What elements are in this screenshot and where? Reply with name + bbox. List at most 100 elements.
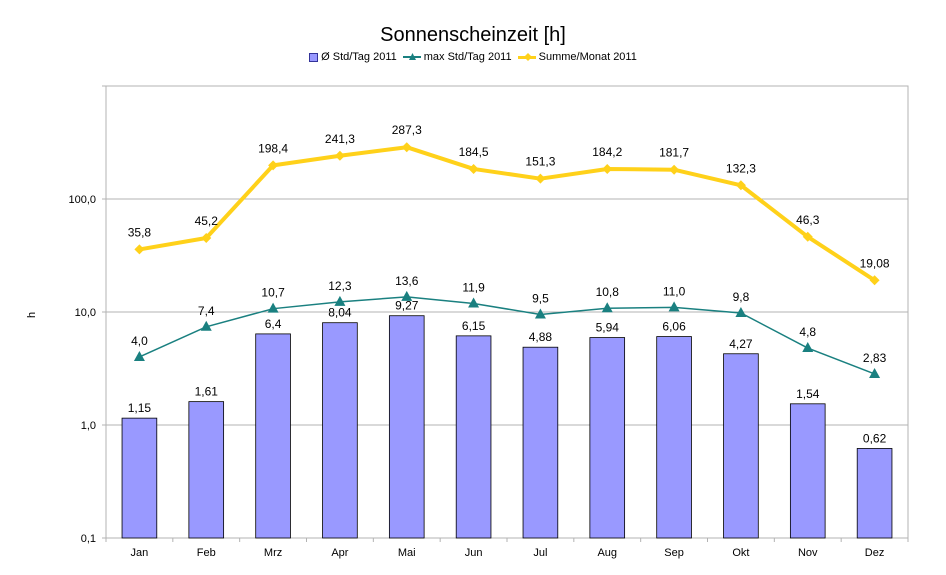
bar-data-label: 8,04 [328,306,352,320]
point-sum-label: 151,3 [525,155,555,169]
legend-label-sum: Summe/Monat 2011 [538,51,637,63]
x-tick-label: Nov [798,547,818,559]
point-max-label: 4,8 [799,325,816,339]
x-tick-label: Dez [865,547,885,559]
bar-data-label: 1,61 [195,385,219,399]
point-max [534,308,546,319]
bar-data-label: 6,06 [662,320,686,334]
x-tick-label: Aug [597,547,617,559]
point-max-label: 9,8 [733,290,750,304]
x-tick-label: Jul [533,547,547,559]
point-max-label: 10,7 [261,286,285,300]
point-sum-label: 184,5 [459,145,489,159]
point-sum-label: 241,3 [325,132,355,146]
bar-data-label: 1,54 [796,387,820,401]
legend-diamond-line-swatch [517,53,536,61]
bar-data-label: 0,62 [863,431,887,445]
point-sum-label: 19,08 [860,256,890,270]
x-tick-label: Jun [465,547,483,559]
legend-item-sum: Summe/Monat 2011 [517,51,637,63]
x-tick-label: Mrz [264,547,282,559]
point-sum [134,244,145,255]
y-tick-label: 100,0 [68,194,96,206]
x-tick-label: Okt [732,547,749,559]
point-max-label: 13,6 [395,274,419,288]
bar [522,346,559,539]
point-max-label: 7,4 [198,304,215,318]
point-sum [535,173,546,184]
bar [455,335,492,539]
legend: Ø Std/Tag 2011 max Std/Tag 2011 Summe/Mo… [0,51,946,63]
point-sum-label: 184,2 [592,145,622,159]
point-sum-label: 132,3 [726,161,756,175]
legend-bar-swatch [309,52,319,62]
legend-label-avg: Ø Std/Tag 2011 [321,51,397,63]
point-max [601,302,613,313]
bar [388,315,425,539]
point-sum [602,164,613,175]
point-sum-label: 181,7 [659,146,689,160]
x-tick-label: Mai [398,547,416,559]
point-max [200,320,212,331]
point-max [802,342,814,353]
point-sum [802,231,813,242]
point-sum [869,275,880,286]
point-sum [201,232,212,243]
point-max-label: 2,83 [863,351,887,365]
point-max [334,295,346,306]
point-max-label: 4,0 [131,334,148,348]
point-sum-label: 198,4 [258,141,288,155]
bar [789,403,826,539]
point-sum [268,160,279,171]
bar-data-label: 4,27 [729,337,753,351]
point-max [468,297,480,308]
series-line-max [139,296,875,375]
bar [856,448,893,539]
bar-data-label: 9,27 [395,299,419,313]
point-sum-label: 46,3 [796,213,820,227]
legend-item-avg: Ø Std/Tag 2011 [309,51,397,63]
bar-data-label: 4,88 [529,330,553,344]
point-max [267,302,279,313]
legend-triangle-line-swatch [402,53,421,61]
point-sum [401,142,412,153]
point-sum [669,164,680,175]
point-max-label: 10,8 [596,285,620,299]
point-max [133,350,145,361]
series-line-sum [139,145,876,282]
y-tick-label: 0,1 [81,533,96,545]
bar-data-label: 5,94 [596,321,620,335]
point-sum-label: 287,3 [392,123,422,137]
point-max [401,290,413,301]
bar-data-label: 6,4 [265,317,282,331]
legend-item-max: max Std/Tag 2011 [402,51,512,63]
point-max-label: 11,9 [462,280,485,294]
bar [121,417,158,539]
bar [589,337,626,539]
bar-data-label: 1,15 [128,401,152,415]
point-max [735,306,747,317]
y-tick-label: 10,0 [75,307,96,319]
y-tick-label: 1,0 [81,420,96,432]
point-max [668,301,680,312]
x-tick-label: Jan [131,547,149,559]
bar-data-label: 6,15 [462,319,486,333]
point-max-label: 11,0 [663,284,686,298]
point-max-label: 12,3 [328,279,352,293]
point-sum [468,163,479,174]
chart-title: Sonnenscheinzeit [h] [380,24,566,46]
bar [723,353,759,539]
x-tick-label: Sep [664,547,684,559]
x-tick-label: Apr [331,547,348,559]
bar [255,333,291,539]
point-max-label: 9,5 [532,292,549,306]
bar [322,322,358,539]
point-sum [735,180,746,191]
x-tick-label: Feb [197,547,216,559]
legend-label-max: max Std/Tag 2011 [423,51,512,63]
point-sum-label: 35,8 [128,225,152,239]
point-sum [334,150,345,161]
bar [656,336,692,539]
point-max [869,367,881,378]
